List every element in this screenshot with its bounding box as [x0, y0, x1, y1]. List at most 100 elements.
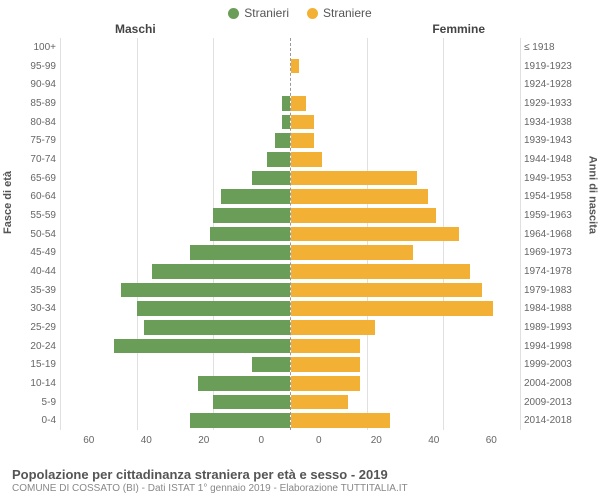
bar-half-male: [60, 75, 290, 94]
bar-row: [60, 393, 520, 412]
bar-male: [114, 339, 290, 354]
y-axis-left: 100+95-9990-9485-8980-8475-7970-7465-696…: [18, 38, 56, 430]
bar-female: [291, 357, 360, 372]
bar-half-female: [290, 75, 520, 94]
y-tick-birth: 1924-1928: [524, 75, 582, 94]
bar-half-female: [290, 94, 520, 113]
y-tick-birth: 1949-1953: [524, 169, 582, 188]
bar-half-female: [290, 374, 520, 393]
y-tick-birth: 1964-1968: [524, 225, 582, 244]
y-tick-birth: 1979-1983: [524, 281, 582, 300]
bar-half-female: [290, 411, 520, 430]
y-tick-age: 60-64: [18, 187, 56, 206]
bar-half-female: [290, 299, 520, 318]
bar-female: [291, 59, 299, 74]
y-axis-right: ≤ 19181919-19231924-19281929-19331934-19…: [524, 38, 582, 430]
bar-half-male: [60, 355, 290, 374]
bar-row: [60, 57, 520, 76]
y-axis-right-title: Anni di nascita: [586, 156, 598, 234]
bar-half-female: [290, 337, 520, 356]
legend-swatch-male: [228, 8, 239, 19]
bar-half-male: [60, 169, 290, 188]
bar-male: [221, 189, 290, 204]
y-tick-age: 90-94: [18, 75, 56, 94]
y-tick-age: 10-14: [18, 374, 56, 393]
column-titles: Maschi Femmine: [0, 22, 600, 36]
bar-row: [60, 225, 520, 244]
x-axis-left: 6040200: [60, 435, 290, 446]
bar-male: [190, 245, 290, 260]
bar-half-female: [290, 187, 520, 206]
x-tick: 0: [290, 435, 348, 446]
bar-female: [291, 283, 482, 298]
y-tick-birth: 1989-1993: [524, 318, 582, 337]
bar-half-male: [60, 262, 290, 281]
bar-half-female: [290, 243, 520, 262]
bar-half-female: [290, 355, 520, 374]
bar-half-male: [60, 225, 290, 244]
bar-half-female: [290, 38, 520, 57]
bar-female: [291, 320, 375, 335]
col-title-left: Maschi: [115, 22, 156, 36]
bar-half-male: [60, 281, 290, 300]
bar-male: [137, 301, 290, 316]
bar-row: [60, 150, 520, 169]
x-tick: 0: [233, 435, 291, 446]
y-tick-birth: 1974-1978: [524, 262, 582, 281]
bar-male: [252, 357, 290, 372]
bar-half-female: [290, 281, 520, 300]
y-tick-birth: 1954-1958: [524, 187, 582, 206]
bar-male: [282, 96, 290, 111]
legend-item-female: Straniere: [307, 6, 372, 20]
y-tick-birth: 1929-1933: [524, 94, 582, 113]
bar-row: [60, 355, 520, 374]
bar-row: [60, 243, 520, 262]
chart-area: Fasce di età Anni di nascita 100+95-9990…: [20, 38, 580, 430]
bar-half-male: [60, 131, 290, 150]
bar-half-male: [60, 57, 290, 76]
bar-row: [60, 131, 520, 150]
y-axis-left-title: Fasce di età: [2, 171, 14, 234]
y-tick-age: 0-4: [18, 411, 56, 430]
bar-female: [291, 133, 314, 148]
bar-female: [291, 189, 428, 204]
bar-male: [213, 208, 290, 223]
y-tick-age: 50-54: [18, 225, 56, 244]
bar-male: [144, 320, 290, 335]
bar-row: [60, 113, 520, 132]
bar-half-female: [290, 131, 520, 150]
bar-row: [60, 38, 520, 57]
y-tick-age: 85-89: [18, 94, 56, 113]
y-tick-birth: 2004-2008: [524, 374, 582, 393]
bar-male: [275, 133, 290, 148]
bar-male: [121, 283, 290, 298]
x-axis: 6040200 0204060: [60, 435, 520, 446]
bar-row: [60, 262, 520, 281]
chart-footer: Popolazione per cittadinanza straniera p…: [12, 467, 408, 494]
x-tick: 20: [348, 435, 406, 446]
bar-female: [291, 208, 436, 223]
bar-row: [60, 169, 520, 188]
bar-row: [60, 206, 520, 225]
bar-half-female: [290, 225, 520, 244]
y-tick-birth: 1939-1943: [524, 131, 582, 150]
bar-row: [60, 299, 520, 318]
legend-label-female: Straniere: [323, 6, 372, 20]
bar-female: [291, 227, 459, 242]
bar-male: [152, 264, 290, 279]
y-tick-age: 5-9: [18, 393, 56, 412]
bar-half-female: [290, 150, 520, 169]
bar-male: [210, 227, 291, 242]
legend-label-male: Stranieri: [244, 6, 289, 20]
bar-row: [60, 411, 520, 430]
bar-male: [282, 115, 290, 130]
bar-row: [60, 337, 520, 356]
bar-female: [291, 376, 360, 391]
col-title-right: Femmine: [432, 22, 485, 36]
y-tick-birth: 1959-1963: [524, 206, 582, 225]
bar-row: [60, 75, 520, 94]
bar-half-female: [290, 262, 520, 281]
bar-male: [190, 413, 290, 428]
y-tick-birth: 1999-2003: [524, 355, 582, 374]
bar-half-male: [60, 318, 290, 337]
